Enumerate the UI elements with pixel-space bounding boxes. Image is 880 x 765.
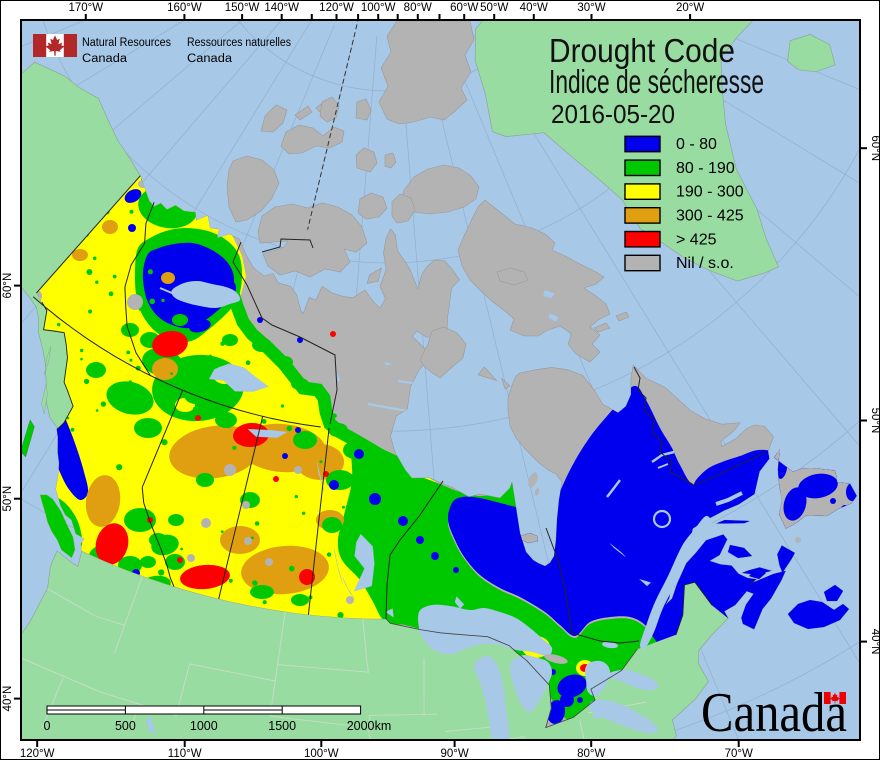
svg-text:Nil / s.o.: Nil / s.o. xyxy=(676,255,734,272)
svg-text:2000: 2000 xyxy=(347,719,375,733)
svg-text:40°W: 40°W xyxy=(520,2,548,14)
svg-text:100°W: 100°W xyxy=(304,748,339,760)
svg-text:50°N: 50°N xyxy=(869,408,880,434)
svg-text:60°N: 60°N xyxy=(2,273,14,299)
svg-text:120°W: 120°W xyxy=(20,748,55,760)
svg-text:150°W: 150°W xyxy=(225,2,260,14)
svg-text:80°W: 80°W xyxy=(577,748,605,760)
svg-text:Natural Resources: Natural Resources xyxy=(82,37,171,49)
svg-text:120°W: 120°W xyxy=(319,2,354,14)
svg-text:20°W: 20°W xyxy=(676,2,704,14)
svg-text:80 - 190: 80 - 190 xyxy=(676,160,735,177)
svg-text:300 - 425: 300 - 425 xyxy=(676,208,744,225)
svg-text:140°W: 140°W xyxy=(264,2,299,14)
svg-text:40°N: 40°N xyxy=(869,629,880,655)
svg-text:0 - 80: 0 - 80 xyxy=(676,136,717,153)
svg-text:190 - 300: 190 - 300 xyxy=(676,184,744,201)
svg-text:110°W: 110°W xyxy=(168,748,202,760)
svg-text:1500: 1500 xyxy=(268,719,296,733)
svg-text:80°W: 80°W xyxy=(404,2,432,14)
svg-text:Canada: Canada xyxy=(82,53,128,65)
svg-text:500: 500 xyxy=(115,719,136,733)
svg-text:100°W: 100°W xyxy=(361,2,396,14)
svg-text:170°W: 170°W xyxy=(68,2,103,14)
svg-text:60°N: 60°N xyxy=(869,135,880,161)
svg-text:60°W: 60°W xyxy=(450,2,478,14)
svg-text:70°W: 70°W xyxy=(725,748,753,760)
svg-text:1000: 1000 xyxy=(190,719,218,733)
svg-text:50°W: 50°W xyxy=(480,2,508,14)
svg-text:Canada: Canada xyxy=(187,53,233,65)
svg-text:30°W: 30°W xyxy=(577,2,605,14)
svg-text:0: 0 xyxy=(44,719,51,733)
svg-text:50°N: 50°N xyxy=(2,486,14,512)
svg-text:km: km xyxy=(375,719,392,733)
svg-text:Indice de sécheresse: Indice de sécheresse xyxy=(549,63,764,100)
svg-text:Canada: Canada xyxy=(701,682,847,744)
svg-text:2016-05-20: 2016-05-20 xyxy=(551,99,675,129)
svg-text:160°W: 160°W xyxy=(167,2,202,14)
svg-text:Ressources naturelles: Ressources naturelles xyxy=(187,37,291,49)
svg-text:40°N: 40°N xyxy=(2,686,14,712)
svg-text:90°W: 90°W xyxy=(440,748,468,760)
svg-text:> 425: > 425 xyxy=(676,231,717,248)
